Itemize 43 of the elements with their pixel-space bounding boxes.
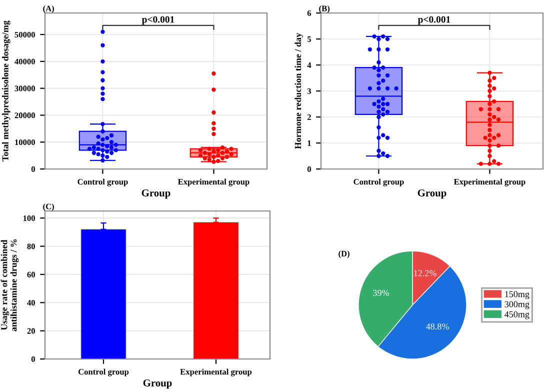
y-tick-label: 5 — [307, 36, 311, 42]
x-tick-label: Experimental group — [454, 178, 526, 186]
data-label: 12.2% — [414, 270, 436, 276]
y-tick-label: 6 — [307, 10, 312, 16]
y-tick-label: 100 — [23, 215, 35, 222]
x-tick-label: Experimental group — [180, 368, 252, 376]
y-tick-label: 0 — [307, 166, 311, 172]
x-tick-label: Control group — [78, 178, 128, 186]
y-tick-label: 60 — [27, 272, 35, 278]
y-tick-label: 50000 — [14, 32, 35, 38]
y-tick-label: 1 — [308, 140, 311, 146]
annotation: p<0.001 — [418, 16, 450, 25]
y-tick-label: 10000 — [15, 139, 35, 146]
x-axis-title: Group — [142, 189, 170, 199]
x-tick-label: Experimental group — [178, 178, 250, 186]
chart-title: (B) — [319, 5, 330, 13]
y-tick-label: 40000 — [14, 58, 35, 64]
chart-title: (A) — [43, 5, 54, 13]
data-label: 39% — [373, 290, 389, 296]
legend-label: 150mg — [505, 291, 530, 300]
y-axis-title: Hormone reduction time / day — [294, 32, 303, 149]
y-tick-label: 0 — [31, 166, 35, 172]
y-tick-label: 30000 — [14, 86, 35, 92]
x-axis-title: Group — [143, 379, 172, 389]
annotation: p<0.001 — [142, 16, 174, 25]
x-axis-title: Group — [418, 189, 446, 199]
y-tick-label: 2 — [307, 114, 311, 120]
y-tick-label: 4 — [307, 62, 312, 68]
y-tick-label: 20000 — [14, 112, 35, 118]
y-tick-label: 0 — [31, 356, 35, 362]
y-axis-title: Total methylprednisolone dosage/mg — [2, 20, 10, 162]
legend-label: 450mg — [504, 311, 530, 320]
y-axis-title: Usage rate of combined antihistamine drugs / % — [0, 239, 19, 332]
y-tick-label: 3 — [307, 88, 311, 94]
y-tick-label: 40 — [27, 300, 35, 306]
data-label: 48.8% — [426, 323, 449, 330]
x-tick-label: Control group — [78, 368, 129, 376]
y-tick-label: 80 — [27, 244, 35, 250]
x-tick-label: Control group — [354, 178, 404, 186]
chart-title: (D) — [338, 250, 350, 258]
y-tick-label: 20 — [27, 328, 35, 334]
chart-title: (C) — [43, 203, 54, 211]
legend-label: 300mg — [504, 301, 530, 310]
